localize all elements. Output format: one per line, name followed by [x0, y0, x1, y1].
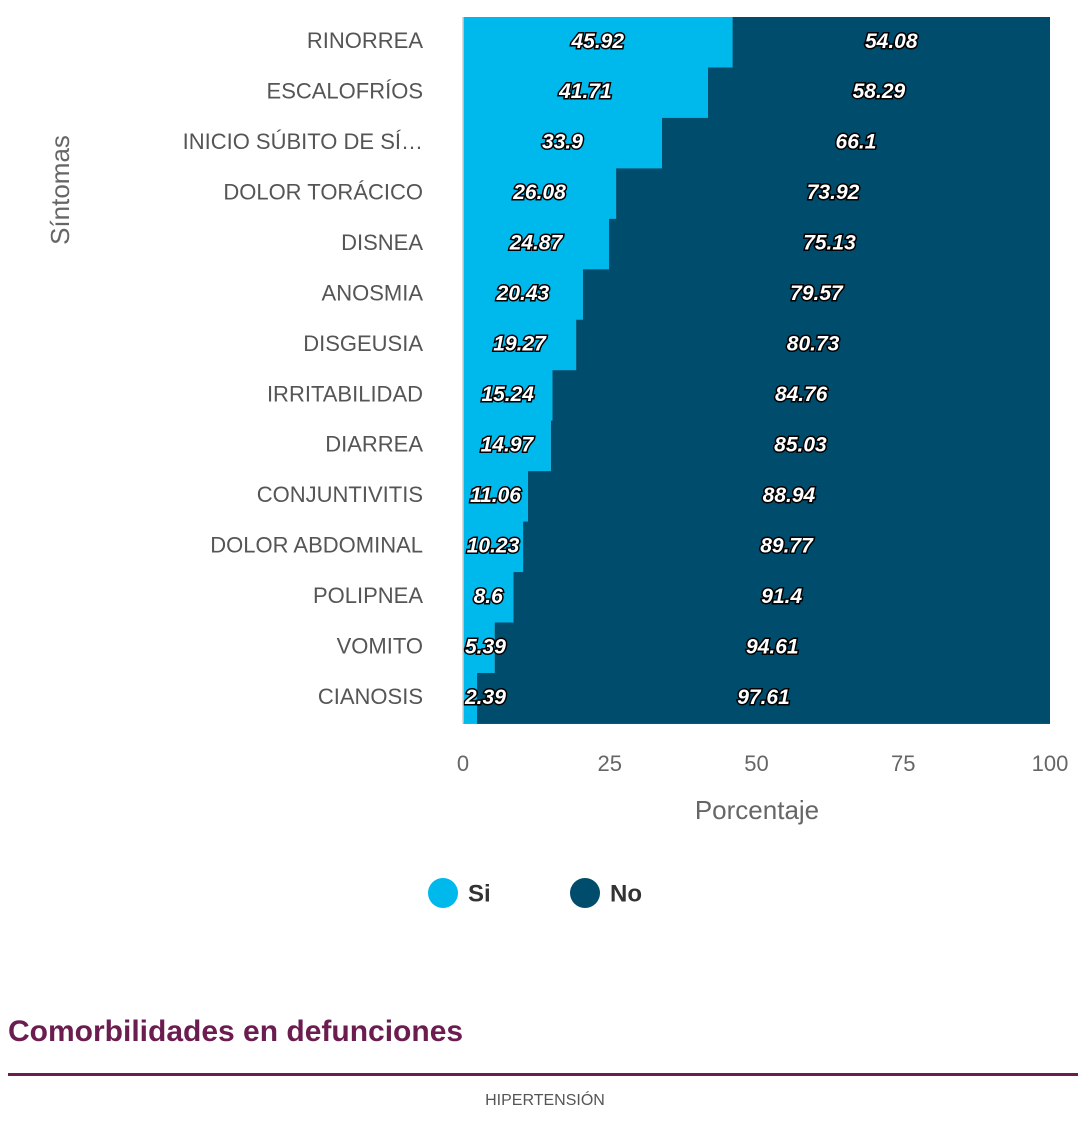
data-label: 88.94	[763, 484, 816, 507]
data-label: 80.73	[787, 333, 840, 356]
bar-segment	[463, 269, 583, 321]
data-label: 89.77	[760, 534, 814, 557]
legend-marker	[570, 878, 600, 908]
bar-segment	[477, 672, 1050, 724]
bar-segment	[616, 168, 1050, 220]
data-label: 94.61	[746, 635, 799, 658]
bar-segment	[527, 471, 1050, 523]
data-label: 58.29	[853, 80, 906, 103]
y-tick-label: ANOSMIA	[322, 280, 424, 305]
y-tick-label: DISGEUSIA	[303, 331, 423, 356]
data-label: 26.08	[512, 181, 566, 204]
data-label: 5.39	[465, 635, 506, 658]
x-tick-label: 50	[744, 751, 768, 776]
bar-segment	[463, 471, 528, 523]
y-tick-label: IRRITABILIDAD	[267, 381, 423, 406]
bar-segment	[550, 420, 1050, 472]
bar-segment	[576, 319, 1050, 371]
data-label: 10.23	[467, 534, 520, 557]
data-label: 41.71	[558, 80, 612, 103]
data-label: 11.06	[470, 484, 521, 507]
bar-segment	[463, 17, 733, 68]
bar-segment	[732, 17, 1050, 68]
y-tick-label: DOLOR ABDOMINAL	[210, 533, 423, 558]
bar-segment	[523, 521, 1050, 573]
x-tick-label: 100	[1032, 751, 1069, 776]
bar-segment	[463, 521, 524, 573]
data-label: 91.4	[761, 585, 802, 608]
legend-label: Si	[468, 880, 491, 907]
y-tick-label: DISNEA	[341, 230, 423, 255]
y-axis-title: Síntomas	[45, 135, 75, 245]
bar-segment	[463, 168, 617, 220]
y-tick-label: VOMITO	[337, 634, 423, 659]
data-label: 45.92	[570, 30, 624, 53]
data-label: 33.9	[542, 131, 583, 154]
x-tick-label: 25	[598, 751, 622, 776]
legend-marker	[428, 878, 458, 908]
data-label: 75.13	[803, 232, 856, 255]
y-tick-label: DOLOR TORÁCICO	[223, 179, 423, 204]
bar-segment	[463, 672, 478, 724]
data-label: 24.87	[509, 232, 564, 255]
bar-segment	[463, 218, 609, 270]
data-label: 54.08	[865, 30, 918, 53]
legend-label: No	[610, 880, 642, 907]
y-tick-label: CIANOSIS	[318, 684, 423, 709]
section-title: Comorbilidades en defunciones	[8, 1015, 463, 1048]
y-tick-label: POLIPNEA	[313, 583, 423, 608]
bar-segment	[661, 117, 1050, 169]
bar-segment	[494, 622, 1051, 674]
data-label: 8.6	[474, 585, 504, 608]
x-axis-title: Porcentaje	[695, 795, 819, 825]
y-tick-label: RINORREA	[307, 28, 423, 53]
bar-segment	[463, 420, 551, 472]
bar-segment	[552, 370, 1050, 422]
data-label: 2.39	[464, 686, 506, 709]
y-tick-label: ESCALOFRÍOS	[267, 79, 423, 104]
bar-segment	[707, 67, 1050, 119]
bar-segment	[513, 572, 1050, 624]
x-tick-label: 75	[891, 751, 915, 776]
bar-segment	[463, 622, 495, 674]
section-subtitle: HIPERTENSIÓN	[485, 1090, 605, 1109]
section-rule	[8, 1073, 1078, 1076]
bar-segment	[463, 117, 662, 169]
data-label: 84.76	[775, 383, 828, 406]
bar-segment	[463, 370, 553, 422]
bar-segment	[463, 572, 514, 624]
data-label: 15.24	[481, 383, 534, 406]
bar-segment	[582, 269, 1050, 321]
data-label: 19.27	[493, 333, 547, 356]
bar-segment	[463, 319, 577, 371]
y-tick-label: CONJUNTIVITIS	[257, 482, 423, 507]
data-label: 97.61	[737, 686, 790, 709]
data-label: 66.1	[836, 131, 877, 154]
bar-segment	[463, 67, 708, 119]
data-label: 73.92	[807, 181, 860, 204]
y-tick-label: INICIO SÚBITO DE SÍ…	[183, 129, 423, 154]
data-label: 79.57	[790, 282, 844, 305]
data-label: 20.43	[496, 282, 550, 305]
y-tick-label: DIARREA	[325, 432, 423, 457]
x-tick-label: 0	[457, 751, 469, 776]
data-label: 14.97	[481, 433, 535, 456]
data-label: 85.03	[774, 433, 827, 456]
bar-segment	[608, 218, 1050, 270]
